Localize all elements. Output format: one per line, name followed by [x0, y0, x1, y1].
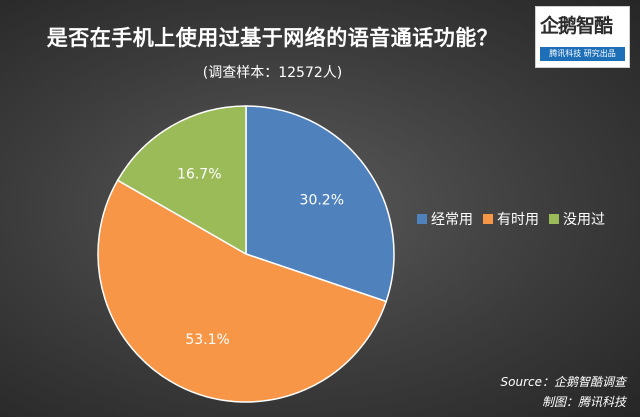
legend-item: 没用过 [549, 209, 605, 229]
legend-item: 经常用 [417, 209, 473, 229]
logo-banner: 腾讯科技 研究出品 [540, 47, 625, 61]
chart-legend: 经常用 有时用 没用过 [417, 209, 605, 229]
legend-item: 有时用 [483, 209, 539, 229]
chart-title: 是否在手机上使用过基于网络的语音通话功能？ [46, 26, 499, 50]
logo-text: 企鹅智酷 [540, 15, 613, 37]
pie-slice-2 [97, 179, 388, 403]
legend-swatch [549, 214, 559, 224]
legend-swatch [483, 214, 493, 224]
slice-value-label: 30.2% [300, 193, 344, 209]
slice-value-label: 16.7% [177, 166, 221, 182]
pie-slice-1 [245, 105, 395, 303]
logo-subtext: 腾讯科技 研究出品 [549, 49, 616, 58]
legend-label: 经常用 [431, 212, 473, 228]
legend-label: 没用过 [563, 212, 605, 228]
legend-label: 有时用 [497, 212, 539, 228]
chart-subtitle: (调查样本：12572人) [202, 65, 343, 81]
credit-line: 制图：腾讯科技 [541, 395, 626, 409]
pie-slice-3 [116, 105, 247, 256]
brand-logo: 企鹅智酷 腾讯科技 研究出品 [535, 6, 630, 68]
source-note: Source：企鹅智酷调查 制图：腾讯科技 [501, 372, 626, 412]
legend-swatch [417, 214, 427, 224]
source-line: Source：企鹅智酷调查 [500, 375, 626, 389]
slice-value-label: 53.1% [185, 332, 229, 348]
